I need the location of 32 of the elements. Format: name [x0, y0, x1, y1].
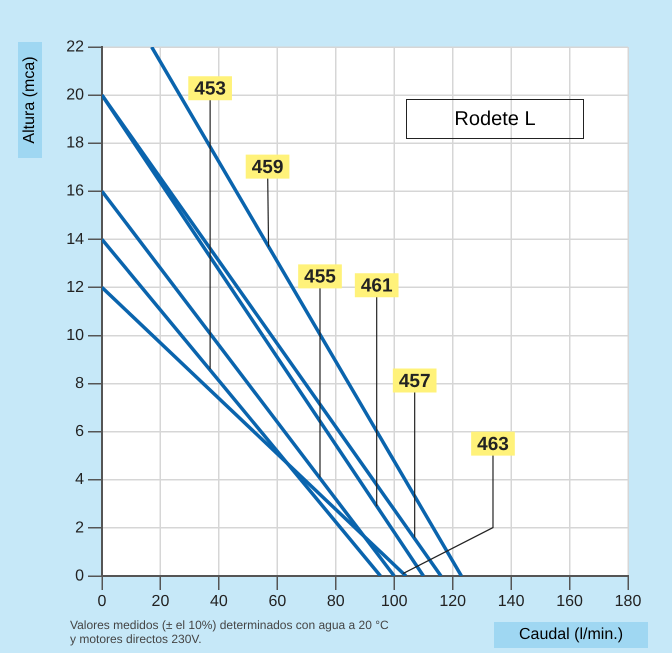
- annotation: 459: [252, 156, 284, 178]
- y-tick-label: 6: [75, 423, 84, 440]
- x-tick-label: 120: [439, 593, 466, 610]
- x-tick-label: 20: [152, 593, 170, 610]
- x-tick-label: 40: [210, 593, 228, 610]
- y-tick-label: 2: [75, 519, 84, 536]
- annotation: 457: [398, 370, 431, 392]
- x-axis-title: Caudal (l/min.): [494, 622, 648, 648]
- y-axis-title: Altura (mca): [21, 56, 39, 144]
- x-tick-label: 140: [498, 593, 525, 610]
- x-tick-label: 80: [326, 593, 345, 610]
- annotation: 453: [194, 78, 226, 100]
- y-tick-label: 8: [75, 375, 84, 392]
- annotation: 455: [304, 266, 336, 288]
- y-tick-label: 16: [66, 182, 84, 200]
- y-tick-label: 22: [66, 38, 84, 56]
- y-tick-label: 14: [66, 230, 84, 248]
- y-tick-label: 12: [66, 278, 84, 296]
- y-tick-label: 20: [66, 86, 84, 104]
- text-frame: Rodete L: [406, 99, 584, 139]
- text: Valores medidos (± el 10%) determinados con agua a 20 °C y motores directos 230V.: [70, 618, 389, 646]
- x-tick-label: 180: [614, 593, 642, 610]
- x-tick-label: 160: [556, 593, 583, 610]
- annotation: 463: [477, 434, 509, 455]
- y-tick-label: 18: [66, 134, 84, 152]
- y-tick-label: 4: [75, 471, 84, 488]
- y-tick-label: 0: [75, 567, 84, 584]
- x-tick-label: 100: [380, 593, 408, 610]
- y-tick-label: 10: [66, 326, 84, 344]
- x-tick-label: 60: [268, 593, 286, 610]
- annotation: 461: [360, 276, 393, 297]
- x-tick-label: 0: [98, 593, 107, 610]
